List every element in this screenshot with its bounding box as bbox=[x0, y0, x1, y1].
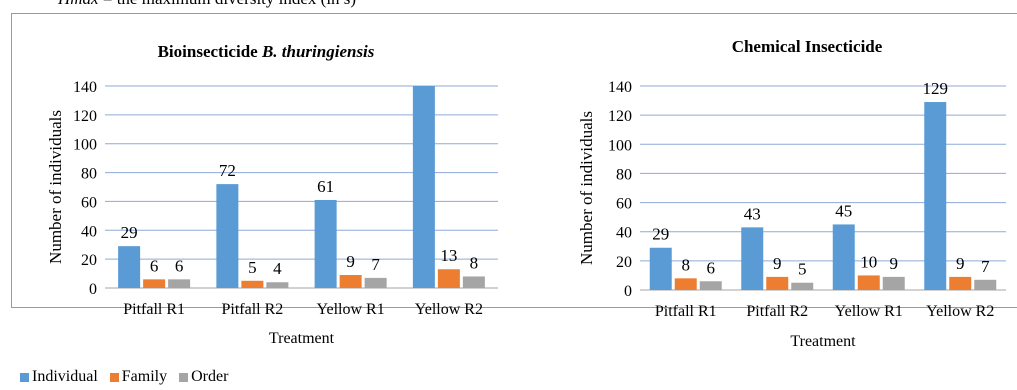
bar-individual-pitfall-r2 bbox=[216, 184, 239, 288]
x-axis-title: Treatment bbox=[790, 333, 856, 350]
legend-swatch bbox=[179, 372, 189, 382]
y-tick-label: 120 bbox=[608, 108, 632, 125]
y-tick-label: 0 bbox=[89, 281, 97, 298]
y-tick-label: 100 bbox=[608, 137, 632, 154]
x-tick-label: Yellow R1 bbox=[317, 301, 385, 318]
y-tick-label: 20 bbox=[81, 252, 97, 269]
y-tick-label: 60 bbox=[81, 194, 97, 211]
top-caption: Hmax = the maximum diversity index (ln s… bbox=[58, 0, 356, 9]
data-label: 5 bbox=[248, 258, 257, 277]
data-label: 72 bbox=[219, 161, 236, 180]
y-axis-title: Number of individuals bbox=[577, 111, 596, 265]
legend-item-order: Order bbox=[179, 368, 228, 386]
bar-order-pitfall-r2 bbox=[791, 282, 814, 290]
data-label: 29 bbox=[121, 223, 138, 242]
legend-label: Family bbox=[121, 368, 168, 385]
legend-swatch bbox=[20, 372, 29, 382]
y-tick-label: 20 bbox=[616, 254, 632, 271]
data-label: 6 bbox=[707, 258, 716, 277]
bar-individual-yellow-r1 bbox=[314, 199, 337, 288]
bar-family-yellow-r1 bbox=[857, 275, 880, 290]
data-label: 8 bbox=[470, 253, 479, 272]
figure-frame bbox=[11, 13, 1017, 308]
data-label: 5 bbox=[798, 260, 807, 279]
bar-family-yellow-r1 bbox=[339, 275, 362, 288]
caption-text: = the maximum diversity index (ln s) bbox=[99, 0, 356, 8]
y-tick-label: 60 bbox=[616, 196, 632, 213]
legend-item-family: Family bbox=[109, 368, 168, 386]
chart-1: Bioinsecticide B. thuringiensis 0 20 40 60 80… bbox=[46, 42, 498, 347]
data-label: 10 bbox=[860, 252, 877, 271]
y-tick-label: 40 bbox=[616, 225, 632, 242]
bar-family-pitfall-r2 bbox=[241, 280, 264, 288]
data-label: 6 bbox=[175, 256, 184, 275]
data-label: 9 bbox=[773, 254, 782, 273]
data-label: 43 bbox=[744, 204, 761, 223]
bar-family-yellow-r2 bbox=[437, 269, 460, 288]
x-tick-label: Yellow R2 bbox=[926, 303, 994, 320]
bar-order-yellow-r2 bbox=[462, 276, 485, 288]
chart-2: Chemical Insecticide 0 20 40 60 80 100 120 140 Nu… bbox=[577, 37, 1006, 350]
bar-order-pitfall-r1 bbox=[168, 279, 191, 288]
bar-order-yellow-r1 bbox=[882, 276, 905, 290]
bar-order-pitfall-r1 bbox=[699, 281, 722, 290]
legend-label: Order bbox=[191, 368, 229, 385]
bar-individual-yellow-r2 bbox=[924, 102, 947, 291]
bar-order-yellow-r1 bbox=[364, 277, 387, 288]
y-tick-label: 80 bbox=[81, 166, 97, 183]
bar-individual-yellow-r1 bbox=[832, 224, 855, 290]
x-tick-label: Pitfall R1 bbox=[123, 301, 185, 318]
y-tick-label: 120 bbox=[73, 108, 97, 125]
caption-symbol: Hmax bbox=[58, 0, 99, 8]
legend-label: Individual bbox=[32, 368, 98, 385]
data-label: 9 bbox=[890, 254, 899, 273]
y-tick-label: 100 bbox=[73, 137, 97, 154]
y-tick-label: 80 bbox=[616, 166, 632, 183]
data-label: 13 bbox=[440, 246, 457, 265]
bar-individual-pitfall-r1 bbox=[649, 247, 672, 290]
data-label: 9 bbox=[346, 252, 355, 271]
data-label: 4 bbox=[273, 259, 282, 278]
legend-swatch bbox=[109, 372, 119, 382]
data-label: 6 bbox=[150, 256, 159, 275]
x-tick-label: Pitfall R1 bbox=[655, 303, 717, 320]
chart-title: Bioinsecticide B. thuringiensis bbox=[158, 42, 375, 61]
x-axis-title: Treatment bbox=[269, 330, 335, 347]
data-label: 9 bbox=[956, 254, 965, 273]
data-label: 7 bbox=[371, 255, 380, 274]
bar-family-yellow-r2 bbox=[949, 276, 972, 290]
bar-family-pitfall-r1 bbox=[674, 278, 697, 290]
y-axis-title: Number of individuals bbox=[46, 110, 65, 264]
y-tick-label: 140 bbox=[73, 79, 97, 96]
bar-order-yellow-r2 bbox=[974, 279, 997, 290]
x-tick-label: Yellow R1 bbox=[835, 303, 903, 320]
bar-individual-yellow-r2 bbox=[412, 86, 435, 288]
data-label: 61 bbox=[317, 177, 334, 196]
data-label: 45 bbox=[835, 201, 852, 220]
bar-individual-pitfall-r2 bbox=[741, 227, 764, 290]
data-label: 129 bbox=[923, 79, 949, 98]
y-tick-label: 140 bbox=[608, 79, 632, 96]
data-label: 29 bbox=[652, 225, 669, 244]
legend-item-individual: Individual bbox=[20, 368, 98, 386]
legend: Individual Family Order bbox=[20, 368, 228, 386]
y-tick-label: 40 bbox=[81, 223, 97, 240]
bar-order-pitfall-r2 bbox=[266, 282, 289, 288]
x-tick-label: Pitfall R2 bbox=[746, 303, 808, 320]
bar-family-pitfall-r2 bbox=[766, 276, 789, 290]
x-tick-label: Pitfall R2 bbox=[221, 301, 283, 318]
y-tick-label: 0 bbox=[624, 283, 632, 300]
x-tick-label: Yellow R2 bbox=[415, 301, 483, 318]
chart-title: Chemical Insecticide bbox=[732, 37, 883, 56]
data-label: 7 bbox=[981, 257, 990, 276]
bar-individual-pitfall-r1 bbox=[118, 246, 141, 288]
data-label: 8 bbox=[682, 255, 691, 274]
bar-family-pitfall-r1 bbox=[143, 279, 166, 288]
